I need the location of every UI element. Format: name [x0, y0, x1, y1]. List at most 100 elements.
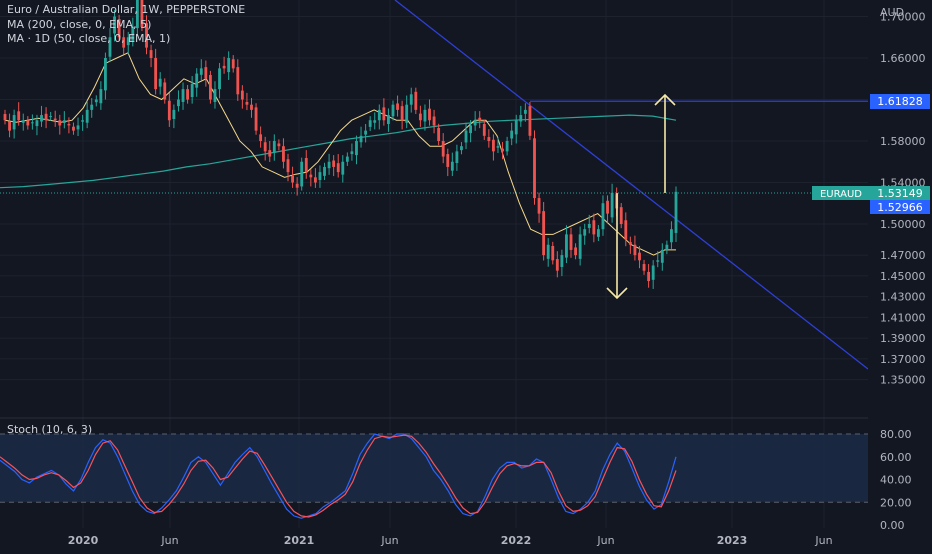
- stoch-line: [0, 433, 677, 519]
- candle-body: [304, 158, 308, 173]
- candle-body: [428, 108, 431, 121]
- overlay-lines: [0, 0, 869, 370]
- legend-ma200[interactable]: MA (200, close, 0, EMA, 5): [7, 18, 152, 31]
- candle-body: [126, 37, 130, 46]
- candle-body: [117, 18, 121, 38]
- candle-body: [104, 58, 107, 91]
- price-tick-label: 1.66000: [880, 52, 926, 65]
- candle-body: [491, 139, 495, 152]
- candle-body: [341, 161, 345, 175]
- candle-body: [30, 122, 34, 124]
- chart-title[interactable]: Euro / Australian Dollar, 1W, PEPPERSTON…: [7, 3, 246, 16]
- stoch-tick-label: 80.00: [880, 428, 912, 441]
- candle-body: [350, 151, 354, 155]
- candle-body: [624, 220, 628, 240]
- last-price-text: 1.53149: [877, 187, 923, 200]
- candle-body: [460, 146, 463, 151]
- candle-body: [300, 161, 304, 187]
- price-tick-label: 1.58000: [880, 135, 926, 148]
- candle-body: [122, 37, 126, 48]
- price-tick-label: 1.39000: [880, 332, 926, 345]
- candle-body: [131, 26, 135, 41]
- time-label: 2023: [717, 534, 748, 547]
- candle-body: [172, 109, 176, 120]
- candle-body: [578, 234, 582, 259]
- candle-body: [610, 192, 614, 218]
- last-price-tag: [870, 186, 930, 200]
- time-label: 2022: [501, 534, 532, 547]
- price-tick-label: 1.37000: [880, 353, 926, 366]
- candle-body: [359, 135, 363, 143]
- resistance-tag: [870, 94, 930, 109]
- time-label: Jun: [380, 534, 398, 547]
- candle-body: [58, 120, 62, 126]
- candle-body: [72, 126, 75, 131]
- candle-body: [263, 142, 267, 152]
- candle-body: [551, 245, 555, 261]
- candle-body: [396, 103, 399, 110]
- stoch-band: [0, 434, 868, 503]
- prev-price-text: 1.52966: [877, 201, 923, 214]
- stoch-line: [0, 434, 677, 518]
- candle-body: [163, 82, 167, 100]
- stoch-tick-label: 40.00: [880, 474, 912, 487]
- candle-body: [355, 141, 358, 156]
- candle-body: [286, 159, 290, 173]
- candle-body: [409, 94, 413, 105]
- candle-body: [309, 174, 313, 178]
- candle-body: [555, 259, 559, 271]
- candle-body: [405, 104, 409, 123]
- candle-body: [145, 23, 148, 48]
- candle-body: [167, 100, 171, 121]
- candle-body: [53, 118, 57, 121]
- candle-body: [501, 148, 504, 152]
- candle-body: [387, 115, 390, 124]
- candle-body: [81, 120, 85, 122]
- time-label: Jun: [596, 534, 614, 547]
- candle-body: [336, 163, 340, 173]
- price-tick-label: 1.70000: [880, 11, 926, 24]
- price-axis: AUD: [868, 0, 932, 550]
- stoch-tick-label: 20.00: [880, 496, 912, 509]
- candle-body: [364, 130, 368, 135]
- candle-body: [35, 120, 39, 127]
- candle-body: [482, 123, 486, 136]
- candle-body: [181, 89, 185, 102]
- candle-body: [17, 111, 21, 121]
- price-tick-label: 1.41000: [880, 311, 926, 324]
- price-tick-label: 1.43000: [880, 291, 926, 304]
- candle-body: [496, 146, 500, 148]
- candle-body: [505, 141, 509, 152]
- candle-body: [204, 67, 208, 79]
- candle-body: [423, 109, 427, 122]
- price-tick-label: 1.47000: [880, 249, 926, 262]
- candle-body: [665, 244, 669, 250]
- candle-body: [628, 242, 632, 245]
- price-tick-label: 1.45000: [880, 270, 926, 283]
- candle-body: [414, 91, 418, 110]
- candle-body: [565, 234, 568, 258]
- legend-ma50[interactable]: MA · 1D (50, close, 0, EMA, 1): [7, 32, 171, 45]
- stoch-title[interactable]: Stoch (10, 6, 3): [7, 423, 93, 436]
- candle-body: [99, 89, 103, 104]
- candle-body: [113, 16, 116, 34]
- candle-body: [272, 141, 276, 153]
- candle-body: [135, 0, 139, 29]
- resistance-tag-text: 1.61828: [877, 95, 923, 108]
- candle-body: [177, 99, 180, 107]
- candle-body: [149, 50, 153, 58]
- candle-body: [514, 120, 518, 135]
- candle-body: [40, 115, 43, 122]
- candle-body: [49, 116, 53, 118]
- candle-body: [26, 120, 30, 126]
- candle-body: [441, 141, 445, 157]
- candle-body: [373, 120, 377, 123]
- candle-body: [574, 247, 577, 256]
- candle-body: [259, 134, 263, 141]
- time-label: Jun: [160, 534, 178, 547]
- candle-body: [154, 58, 158, 90]
- time-label: 2021: [284, 534, 315, 547]
- candle-body: [12, 115, 16, 130]
